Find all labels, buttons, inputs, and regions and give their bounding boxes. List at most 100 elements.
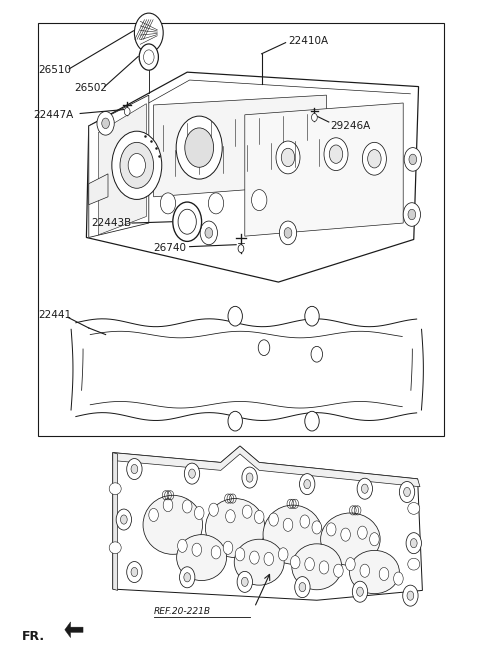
Circle shape bbox=[276, 141, 300, 174]
Ellipse shape bbox=[349, 550, 399, 594]
Circle shape bbox=[403, 203, 420, 226]
Circle shape bbox=[208, 193, 224, 214]
Circle shape bbox=[246, 473, 253, 482]
Polygon shape bbox=[38, 23, 444, 436]
Circle shape bbox=[235, 548, 245, 561]
Circle shape bbox=[194, 506, 204, 520]
Circle shape bbox=[102, 118, 109, 129]
Ellipse shape bbox=[177, 535, 227, 581]
Circle shape bbox=[228, 411, 242, 431]
Circle shape bbox=[357, 587, 363, 596]
Circle shape bbox=[128, 154, 145, 177]
Circle shape bbox=[200, 221, 217, 245]
Circle shape bbox=[290, 556, 300, 569]
Circle shape bbox=[362, 142, 386, 175]
Circle shape bbox=[120, 142, 154, 188]
Text: 26740: 26740 bbox=[154, 243, 187, 253]
Circle shape bbox=[237, 571, 252, 592]
Circle shape bbox=[300, 515, 310, 528]
Circle shape bbox=[300, 474, 315, 495]
Circle shape bbox=[127, 562, 142, 583]
Circle shape bbox=[184, 463, 200, 484]
Circle shape bbox=[305, 306, 319, 326]
Circle shape bbox=[192, 543, 202, 556]
Text: 22443B: 22443B bbox=[91, 218, 132, 228]
Circle shape bbox=[254, 510, 264, 523]
Circle shape bbox=[124, 108, 130, 115]
Circle shape bbox=[131, 567, 138, 577]
Circle shape bbox=[131, 464, 138, 474]
Circle shape bbox=[304, 480, 311, 489]
Circle shape bbox=[189, 469, 195, 478]
Circle shape bbox=[178, 209, 196, 234]
Circle shape bbox=[97, 112, 114, 135]
Polygon shape bbox=[65, 622, 83, 638]
Circle shape bbox=[370, 533, 379, 546]
Circle shape bbox=[120, 515, 127, 524]
Ellipse shape bbox=[205, 499, 265, 558]
Polygon shape bbox=[89, 174, 108, 205]
Polygon shape bbox=[245, 103, 403, 236]
Circle shape bbox=[368, 150, 381, 168]
Circle shape bbox=[334, 564, 343, 577]
Circle shape bbox=[361, 484, 368, 493]
Circle shape bbox=[312, 113, 317, 121]
Circle shape bbox=[410, 539, 417, 548]
Polygon shape bbox=[98, 104, 146, 235]
Polygon shape bbox=[89, 95, 149, 237]
Circle shape bbox=[295, 577, 310, 598]
Circle shape bbox=[182, 500, 192, 513]
Circle shape bbox=[299, 583, 306, 592]
Circle shape bbox=[312, 521, 322, 534]
Circle shape bbox=[283, 518, 293, 531]
Circle shape bbox=[264, 552, 274, 565]
Circle shape bbox=[305, 411, 319, 431]
Text: 26502: 26502 bbox=[74, 83, 108, 93]
Ellipse shape bbox=[109, 483, 121, 495]
Circle shape bbox=[185, 128, 214, 167]
Circle shape bbox=[357, 478, 372, 499]
Circle shape bbox=[127, 459, 142, 480]
Circle shape bbox=[184, 573, 191, 582]
Circle shape bbox=[226, 510, 235, 523]
Circle shape bbox=[242, 467, 257, 488]
Circle shape bbox=[205, 228, 213, 238]
Ellipse shape bbox=[234, 539, 284, 585]
Circle shape bbox=[346, 558, 355, 571]
Circle shape bbox=[407, 591, 414, 600]
Circle shape bbox=[329, 145, 343, 163]
Ellipse shape bbox=[109, 542, 121, 554]
Circle shape bbox=[319, 561, 329, 574]
Text: 26510: 26510 bbox=[38, 65, 72, 75]
Circle shape bbox=[242, 505, 252, 518]
Circle shape bbox=[241, 577, 248, 586]
Circle shape bbox=[324, 138, 348, 171]
Circle shape bbox=[149, 508, 158, 522]
Ellipse shape bbox=[263, 505, 323, 564]
Circle shape bbox=[326, 523, 336, 536]
Circle shape bbox=[404, 487, 410, 497]
Circle shape bbox=[379, 567, 389, 581]
Ellipse shape bbox=[408, 558, 420, 570]
Circle shape bbox=[403, 585, 418, 606]
Polygon shape bbox=[113, 453, 118, 590]
Ellipse shape bbox=[292, 544, 342, 590]
Circle shape bbox=[311, 346, 323, 362]
Circle shape bbox=[278, 548, 288, 561]
Ellipse shape bbox=[408, 502, 420, 514]
Circle shape bbox=[399, 482, 415, 502]
Circle shape bbox=[209, 503, 218, 516]
Circle shape bbox=[250, 551, 259, 564]
Circle shape bbox=[112, 131, 162, 199]
Circle shape bbox=[144, 50, 154, 64]
Text: 22447A: 22447A bbox=[34, 110, 74, 120]
Circle shape bbox=[163, 499, 173, 512]
Circle shape bbox=[160, 193, 176, 214]
Circle shape bbox=[176, 116, 222, 179]
Text: REF.20-221B: REF.20-221B bbox=[154, 607, 211, 616]
Polygon shape bbox=[113, 446, 420, 487]
Circle shape bbox=[279, 221, 297, 245]
Circle shape bbox=[178, 539, 187, 552]
Circle shape bbox=[173, 202, 202, 241]
Circle shape bbox=[305, 558, 314, 571]
